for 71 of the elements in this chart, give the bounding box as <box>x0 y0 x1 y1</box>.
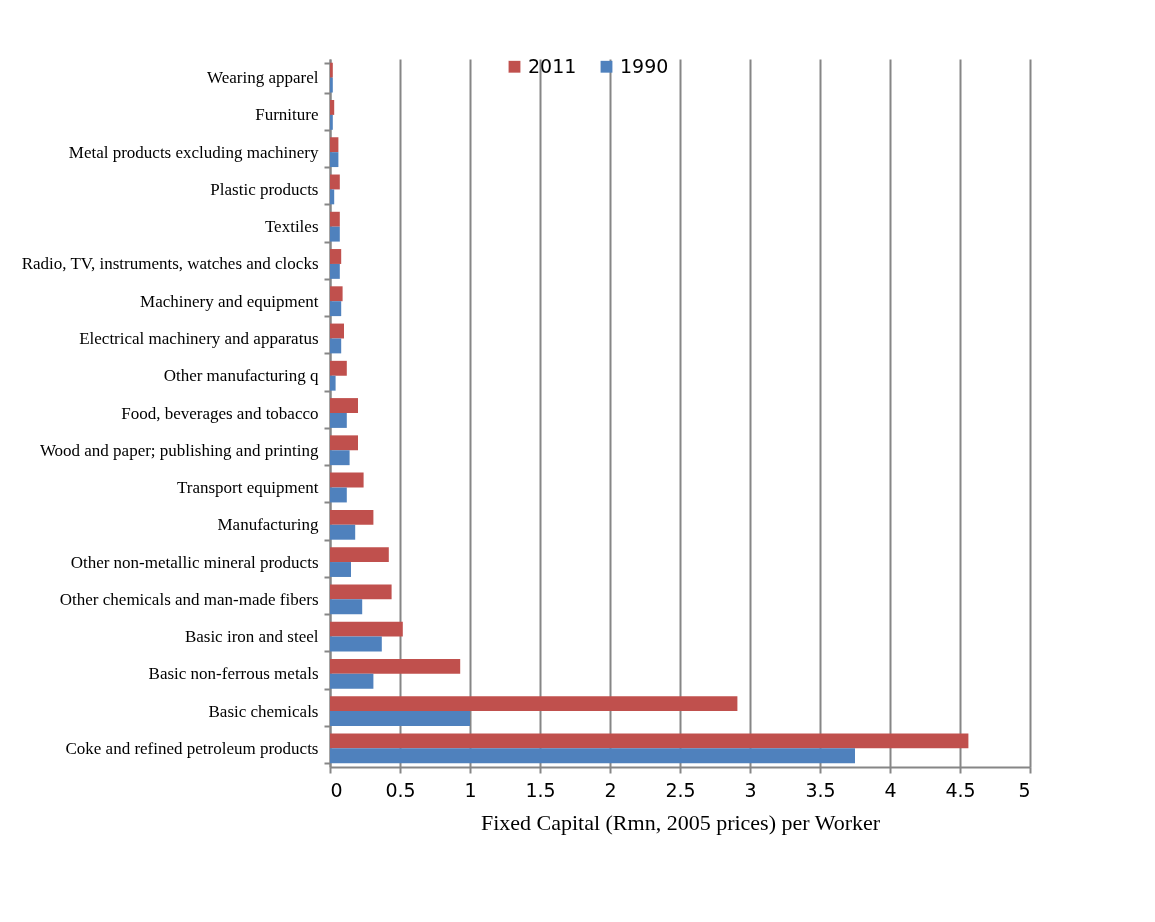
bar <box>330 413 347 428</box>
bar <box>330 658 461 674</box>
bar <box>330 375 336 391</box>
bar <box>330 338 342 354</box>
y-tick-label: Furniture <box>255 105 319 125</box>
bar <box>330 599 363 615</box>
y-tick-label: Metal products excluding machinery <box>68 142 319 162</box>
y-tick-label: Other manufacturing q <box>163 366 319 386</box>
y-tick-label: Radio, TV, instruments, watches and clocks <box>21 254 319 274</box>
x-tick-label: 4 <box>884 778 897 801</box>
y-tick-label: Basic chemicals <box>208 701 319 721</box>
y-tick-label: Wearing apparel <box>207 68 319 88</box>
bar <box>330 226 340 242</box>
bar <box>330 249 342 264</box>
bar <box>330 301 342 317</box>
y-tick-label: Other non-metallic mineral products <box>70 552 319 572</box>
bar <box>330 263 340 279</box>
x-tick-label: 2.5 <box>665 778 696 801</box>
bar <box>330 509 374 525</box>
x-tick-label: 1.5 <box>525 778 556 801</box>
bar <box>330 114 333 130</box>
x-tick-label: 5 <box>1018 778 1031 801</box>
bar <box>330 323 344 339</box>
x-tick-label: 0 <box>330 778 343 801</box>
bar <box>330 211 340 227</box>
y-tick-label: Basic iron and steel <box>184 627 319 647</box>
bar <box>330 696 738 712</box>
bar <box>330 673 374 689</box>
y-tick-label: Food, beverages and tobacco <box>121 403 319 423</box>
x-tick-label: 4.5 <box>945 778 976 801</box>
x-tick-label: 3.5 <box>805 778 836 801</box>
x-tick-label: 0.5 <box>385 778 416 801</box>
bar <box>330 189 335 205</box>
bar <box>330 435 358 451</box>
bar <box>330 733 969 749</box>
bar <box>330 137 339 153</box>
bar <box>330 621 403 637</box>
bar <box>330 174 340 190</box>
y-tick-label: Plastic products <box>210 179 319 199</box>
y-tick-label: Machinery and equipment <box>140 291 319 311</box>
bar <box>330 152 339 168</box>
y-tick-label: Other chemicals and man-made fibers <box>59 589 319 609</box>
bar <box>330 62 333 78</box>
bar <box>330 360 347 376</box>
x-tick-label: 1 <box>464 778 477 801</box>
y-tick-label: Wood and paper; publishing and printing <box>39 440 319 460</box>
bar <box>330 524 356 540</box>
y-tick-label: Textiles <box>264 217 319 237</box>
bar <box>330 472 364 488</box>
x-tick-label: 2 <box>604 778 617 801</box>
y-tick-label: Transport equipment <box>176 478 319 498</box>
bar <box>330 562 351 577</box>
y-tick-label: Manufacturing <box>217 515 319 535</box>
bar <box>330 450 350 466</box>
bar <box>330 99 335 115</box>
bar <box>330 547 389 563</box>
bar <box>330 636 382 652</box>
legend-label: 1990 <box>620 54 669 77</box>
y-tick-label: Electrical machinery and apparatus <box>79 328 319 348</box>
bar <box>330 711 470 727</box>
legend-label: 2011 <box>528 54 577 77</box>
bar <box>330 398 358 413</box>
bar <box>330 584 392 600</box>
y-tick-label: Basic non-ferrous metals <box>148 664 319 684</box>
bar <box>330 77 333 93</box>
x-tick-label: 3 <box>744 778 757 801</box>
bar <box>330 748 855 764</box>
x-axis-title: Fixed Capital (Rmn, 2005 prices) per Worker <box>480 809 881 835</box>
y-tick-label: Coke and refined petroleum products <box>65 738 319 758</box>
bar <box>330 286 343 302</box>
bar <box>330 487 347 503</box>
